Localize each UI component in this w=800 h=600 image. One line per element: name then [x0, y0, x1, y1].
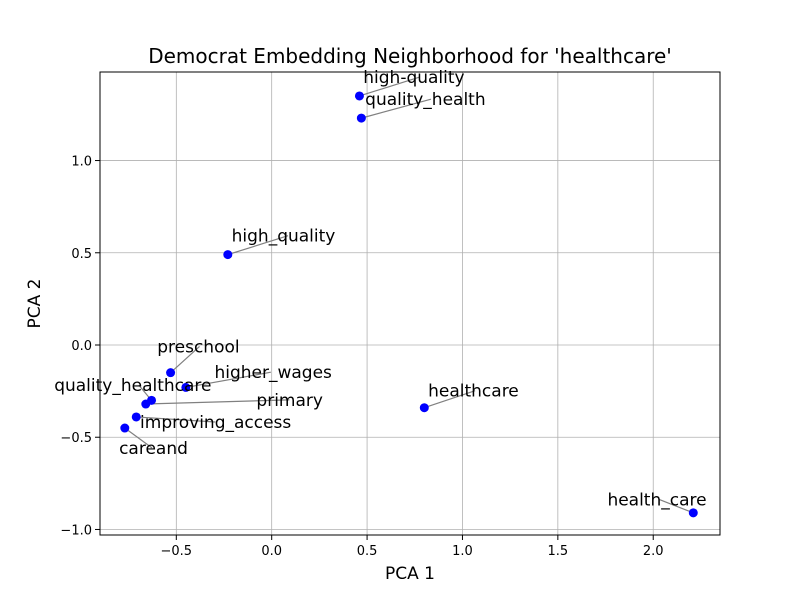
x-tick-label: −0.5 [161, 544, 193, 559]
data-point [166, 368, 176, 378]
data-point [141, 399, 151, 409]
leader-line [145, 399, 290, 405]
chart-title: Democrat Embedding Neighborhood for 'hea… [148, 44, 672, 68]
y-tick-label: 0.0 [71, 339, 92, 354]
x-tick-label: 2.0 [643, 544, 664, 559]
point-label: health_care [607, 490, 706, 510]
grid-lines [100, 72, 720, 535]
x-axis-label: PCA 1 [385, 564, 435, 584]
point-label: high-quality [363, 68, 464, 88]
data-point [120, 423, 130, 433]
y-axis-label: PCA 2 [25, 279, 45, 329]
data-point [688, 508, 698, 518]
data-point [419, 403, 429, 413]
leader-line [124, 427, 153, 449]
leader-line [658, 498, 694, 514]
point-label: careand [119, 439, 188, 459]
y-tick-label: 0.5 [71, 247, 92, 262]
point-label: improving_access [140, 413, 291, 433]
leader-line [424, 390, 476, 409]
data-point [131, 412, 141, 422]
leader-line [361, 98, 432, 119]
leader-line [185, 371, 271, 389]
leader-line [170, 345, 200, 374]
y-tick-label: 1.0 [71, 155, 92, 170]
leader-line [359, 76, 420, 97]
y-tick-label: −1.0 [60, 523, 92, 538]
point-label: quality_health [365, 90, 485, 110]
y-tick-label: −0.5 [60, 431, 92, 446]
point-label: high_quality [232, 227, 336, 247]
data-point [354, 91, 364, 101]
x-tick-label: 1.5 [548, 544, 569, 559]
point-label: healthcare [428, 382, 519, 402]
data-points [120, 91, 698, 518]
leader-line [227, 235, 289, 256]
point-label: quality_healthcare [54, 376, 211, 396]
x-tick-label: 0.0 [261, 544, 282, 559]
point-label: preschool [157, 337, 239, 357]
data-point [181, 382, 191, 392]
data-point [223, 250, 233, 260]
x-tick-label: 1.0 [452, 544, 473, 559]
axis-ticks: −0.5 0.0 0.5 1.0 1.5 2.0 −1.0 −0.5 0.0 0.5 1.0 [60, 155, 663, 559]
point-label: primary [256, 391, 323, 411]
x-tick-label: 0.5 [357, 544, 378, 559]
plot-frame [99, 71, 721, 536]
data-point [356, 113, 366, 123]
point-label: higher_wages [214, 363, 332, 383]
leader-lines [124, 76, 694, 514]
leader-line [136, 416, 216, 423]
